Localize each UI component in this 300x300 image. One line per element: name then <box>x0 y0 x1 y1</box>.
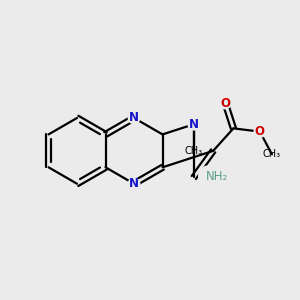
Circle shape <box>188 118 200 130</box>
Circle shape <box>220 97 231 109</box>
Text: N: N <box>189 118 199 131</box>
Text: N: N <box>129 112 139 124</box>
Text: N: N <box>129 177 139 190</box>
Circle shape <box>199 166 219 186</box>
Text: CH₃: CH₃ <box>263 149 281 159</box>
Circle shape <box>128 112 140 124</box>
Text: O: O <box>255 125 265 138</box>
Text: O: O <box>220 97 230 110</box>
Text: CH₃: CH₃ <box>185 146 203 157</box>
Circle shape <box>128 178 140 190</box>
Text: NH₂: NH₂ <box>206 169 228 182</box>
Circle shape <box>254 126 266 137</box>
